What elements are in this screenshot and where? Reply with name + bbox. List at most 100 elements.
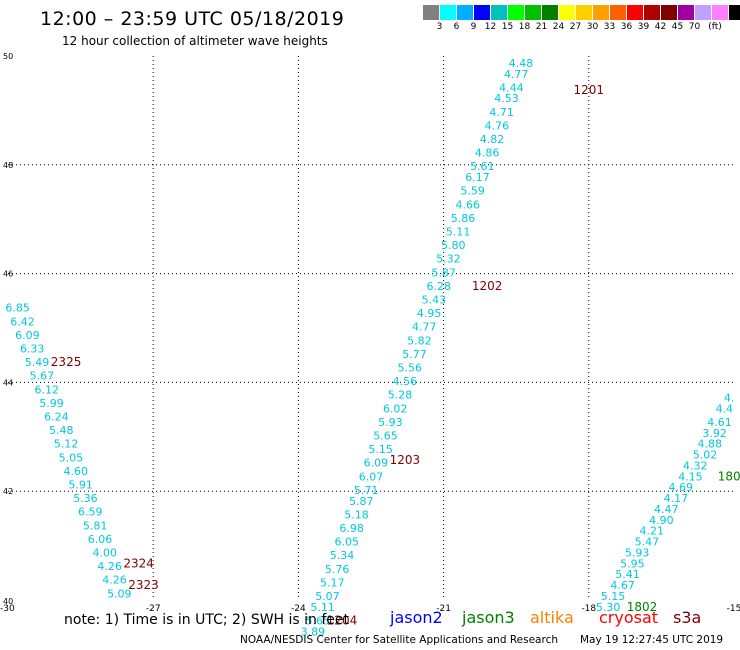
footer-credit: NOAA/NESDIS Center for Satellite Applica… (240, 634, 558, 646)
wave-height-value: 5.32 (436, 253, 461, 266)
wave-height-value: 4.44 (499, 81, 524, 94)
scale-label: 30 (586, 22, 599, 32)
x-tick-label: -21 (436, 604, 451, 614)
scale-swatch (695, 5, 712, 20)
pass-time-label: 1802 (627, 600, 658, 614)
scale-label: 18 (518, 22, 531, 32)
scale-label: (ft) (708, 22, 722, 32)
scale-label: 12 (484, 22, 497, 32)
note-text: note: 1) Time is in UTC; 2) SWH is in fe… (64, 612, 350, 628)
y-tick-label: 40 (3, 597, 13, 606)
scale-label: 24 (552, 22, 565, 32)
wave-height-value: 5.49 (25, 356, 50, 369)
wave-height-value: 4.21 (639, 525, 664, 538)
wave-height-value: 6.12 (34, 383, 59, 396)
pass-time-label: 1204 (327, 613, 358, 627)
scale-swatch (457, 5, 474, 20)
scale-swatch (542, 5, 559, 20)
wave-height-value: 4.4 (716, 402, 734, 415)
wave-height-value: 6.09 (364, 457, 389, 470)
wave-height-value: 5.87 (431, 266, 456, 279)
color-scale-bar (423, 5, 740, 20)
scale-label: 42 (654, 22, 667, 32)
wave-height-value: 5.11 (310, 601, 335, 614)
scale-label: 3 (436, 22, 443, 32)
wave-height-value: 4.66 (456, 198, 481, 211)
wave-height-value: 4.76 (485, 119, 510, 132)
wave-height-value: 6.42 (10, 315, 35, 328)
wave-height-value: 6.33 (20, 342, 45, 355)
wave-height-value: 5.87 (349, 495, 374, 508)
scale-swatch (559, 5, 576, 20)
wave-height-value: 3.89 (301, 625, 326, 638)
wave-height-value: 5.34 (330, 549, 355, 562)
wave-height-value: 5.43 (422, 294, 447, 307)
wave-height-value: 5.71 (354, 484, 379, 497)
pass-time-label: 2323 (128, 578, 159, 592)
wave-height-value: 6.24 (44, 410, 69, 423)
wave-height-value: 5.07 (315, 590, 340, 603)
scale-label: 21 (535, 22, 548, 32)
wave-height-value: 5.15 (601, 590, 626, 603)
wave-height-value: 4.82 (480, 133, 505, 146)
scale-swatch (593, 5, 610, 20)
wave-height-value: 6.85 (5, 302, 30, 315)
y-tick-label: 48 (3, 161, 13, 170)
wave-height-value: 6.59 (78, 506, 103, 519)
scale-swatch (661, 5, 678, 20)
scale-swatch (474, 5, 491, 20)
wave-height-value: 4.00 (93, 546, 118, 559)
wave-height-value: 6.07 (359, 470, 384, 483)
wave-height-value: 5.47 (635, 536, 660, 549)
wave-height-value: 4.71 (489, 106, 514, 119)
scale-swatch (491, 5, 508, 20)
scale-label: 33 (603, 22, 616, 32)
pass-time-label: 1203 (390, 453, 421, 467)
map-subtitle: 12 hour collection of altimeter wave hei… (62, 34, 328, 48)
wave-height-value: 4.26 (102, 574, 127, 587)
wave-height-value: 5.48 (49, 424, 74, 437)
footer-timestamp: May 19 12:27:45 UTC 2019 (580, 634, 724, 646)
pass-time-label: 180 (718, 469, 740, 483)
wave-height-value: 6.17 (465, 171, 490, 184)
wave-height-value: 4.53 (494, 92, 519, 105)
scale-label: 70 (688, 22, 701, 32)
pass-time-label: 2324 (123, 556, 154, 570)
scale-label: 15 (501, 22, 514, 32)
wave-height-value: 5.28 (388, 389, 413, 402)
scale-label: 45 (671, 22, 684, 32)
scale-swatch (508, 5, 525, 20)
scale-swatch (678, 5, 695, 20)
wave-height-value: 5.56 (397, 362, 422, 375)
wave-height-value: 5.77 (402, 348, 427, 361)
pass-time-label: 1202 (472, 279, 503, 293)
legend-jason3: jason3 (462, 608, 515, 627)
wave-height-value: 5.65 (306, 614, 331, 627)
map-title: 12:00 – 23:59 UTC 05/18/2019 (40, 8, 345, 30)
wave-height-value: 4.77 (504, 68, 529, 81)
wave-height-value: 4.90 (649, 514, 674, 527)
scale-label: 36 (620, 22, 633, 32)
wave-height-value: 4.47 (654, 503, 679, 516)
scale-swatch (576, 5, 593, 20)
wave-height-value: 4.67 (610, 579, 635, 592)
wave-height-value: 5.12 (54, 438, 79, 451)
scale-swatch (729, 5, 740, 20)
wave-height-value: 6.28 (427, 280, 452, 293)
scale-swatch (712, 5, 729, 20)
wave-height-value: 5.18 (344, 508, 369, 521)
wave-height-value: 5.02 (693, 449, 718, 462)
wave-height-value: 4.56 (393, 375, 418, 388)
wave-height-value: 5.82 (407, 334, 432, 347)
wave-height-value: 5.17 (320, 576, 345, 589)
wave-height-value: 4.32 (683, 459, 708, 472)
wave-height-value: 6.98 (339, 522, 364, 535)
scale-swatch (644, 5, 661, 20)
y-tick-label: 50 (3, 52, 13, 61)
wave-height-value: 5.80 (441, 239, 466, 252)
wave-height-value: 5.30 (596, 601, 621, 614)
wave-height-value: 5.81 (83, 519, 108, 532)
wave-height-value: 4.61 (707, 416, 732, 429)
color-scale-labels: 3 6 9 12 15 18 21 24 27 30 33 36 39 42 45 70 (ft) (423, 22, 740, 34)
wave-height-value: 5.05 (59, 451, 84, 464)
